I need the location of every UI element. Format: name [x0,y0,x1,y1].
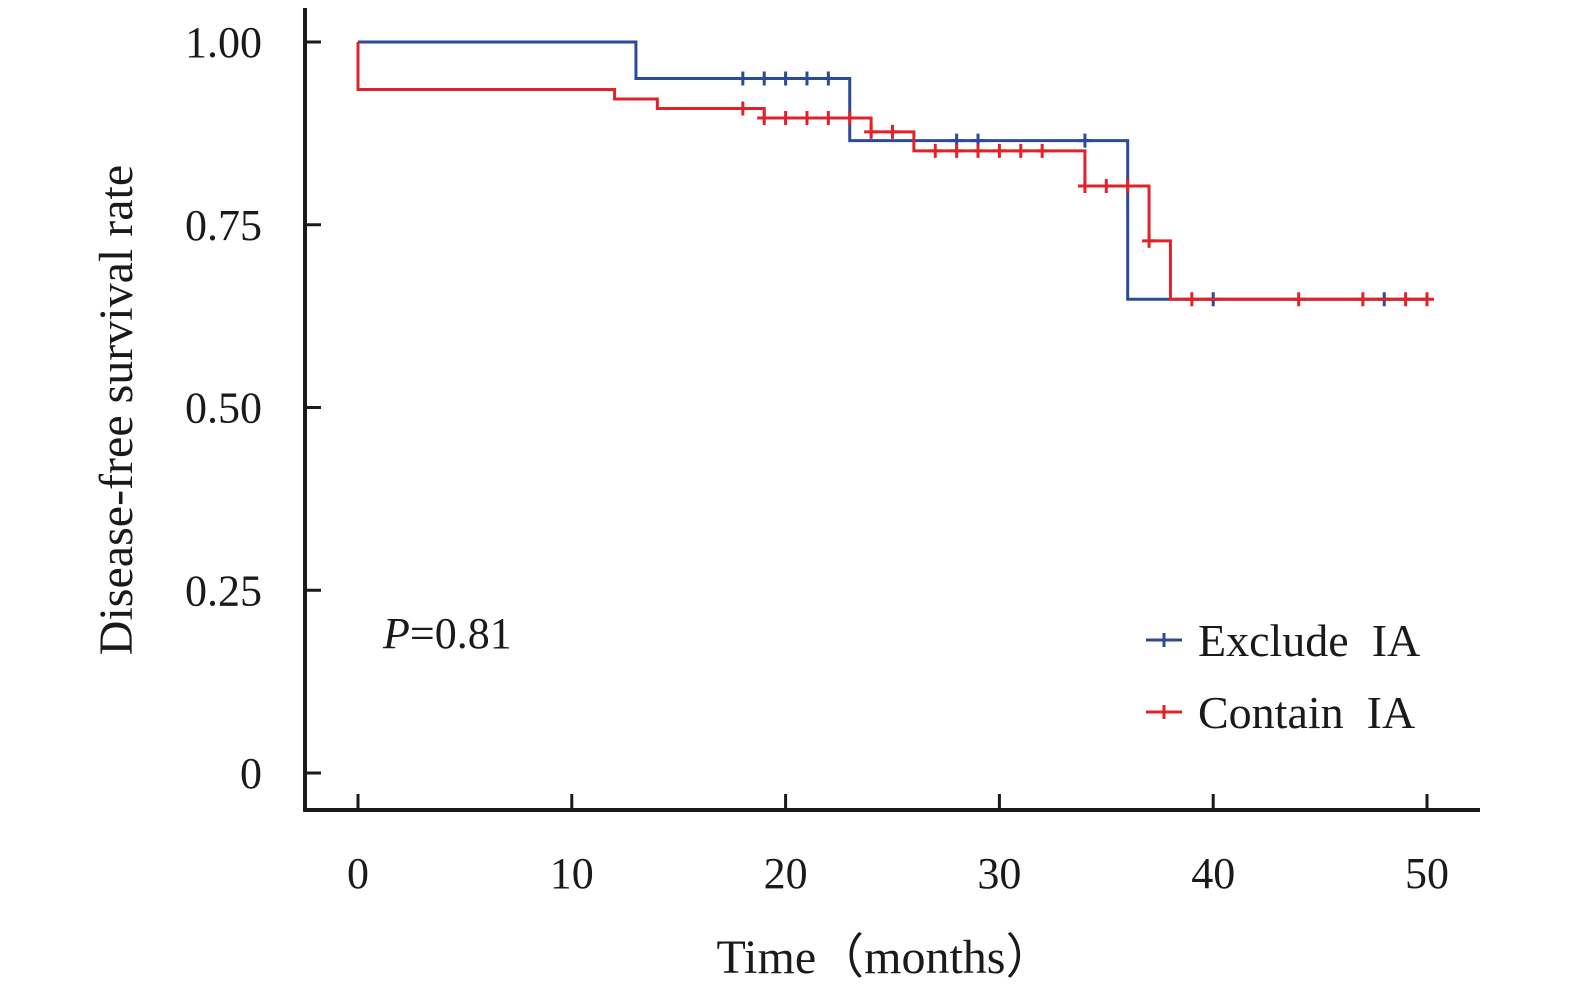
censor-mark [735,71,750,86]
censor-mark [1077,179,1092,194]
legend: Exclude IA Contain IA [1146,615,1420,738]
censor-mark [992,143,1007,158]
series-contain-ia [356,42,1434,307]
x-tick-label: 0 [347,849,369,898]
series-layer [356,40,1434,307]
legend-item: Contain IA [1146,687,1415,738]
legend-label: Exclude IA [1198,615,1420,666]
censor-mark [1142,233,1157,248]
y-tick-label: 0 [240,749,262,798]
y-tick-label: 0.25 [185,566,262,615]
censor-mark [1120,179,1135,194]
censor-mark [799,111,814,126]
censor-mark [1184,292,1199,307]
censor-mark [1099,179,1114,194]
censor-mark [928,143,943,158]
y-axis-title: Disease-free survival rate [90,165,143,655]
censor-mark [971,143,986,158]
y-tick-label: 0.50 [185,384,262,433]
x-axis-title: Time（months） [717,931,1054,984]
censor-mark [842,111,857,126]
censor-mark [1013,143,1028,158]
legend-swatch-marker [1157,705,1171,719]
censor-mark [757,71,772,86]
x-tick-label: 50 [1405,849,1449,898]
censor-mark [821,71,836,86]
y-tick-label: 0.75 [185,201,262,250]
censor-mark [1420,292,1434,307]
x-axis-title-main: Time [717,931,817,984]
legend-label: Contain IA [1198,687,1415,738]
censor-mark [949,143,964,158]
axes: 0 0.25 0.50 0.75 1.00 0 10 20 30 40 50 [185,8,1480,898]
p-value-text: =0.81 [410,609,512,658]
censor-mark [1077,133,1092,148]
x-tick-label: 40 [1191,849,1235,898]
series-exclude-ia [358,40,1427,307]
legend-item: Exclude IA [1146,615,1420,666]
x-tick-label: 20 [764,849,808,898]
x-tick-label: 30 [977,849,1021,898]
censor-mark [885,124,900,139]
censor-mark [735,101,750,116]
y-tick-label: 1.00 [185,18,262,67]
censor-mark [757,111,772,126]
censor-mark [778,71,793,86]
p-value-annotation: P=0.81 [382,609,512,658]
x-tick-label: 10 [550,849,594,898]
censor-mark [821,111,836,126]
censor-mark [1398,292,1413,307]
survival-step-line [358,40,1427,301]
p-value-symbol: P [382,609,410,658]
x-axis-title-unit: （months） [816,931,1053,984]
survival-step-line [356,42,1427,301]
censor-mark [864,124,879,139]
censor-mark [799,71,814,86]
legend-swatch-marker [1157,633,1171,647]
censor-mark [1035,143,1050,158]
censor-mark [1291,292,1306,307]
censor-mark [1355,292,1370,307]
censor-mark [778,111,793,126]
